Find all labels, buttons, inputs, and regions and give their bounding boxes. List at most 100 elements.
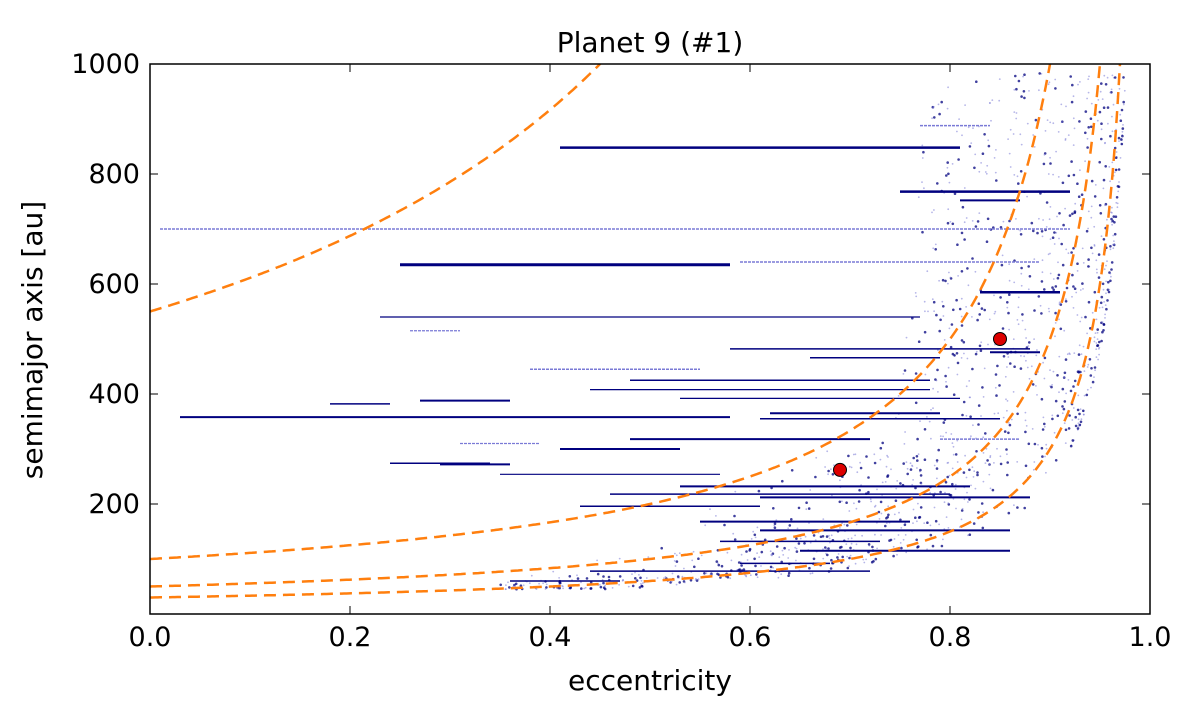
scatter-point [1058,391,1060,394]
scatter-point [795,550,799,553]
scatter-point [812,557,816,561]
scatter-point [805,501,808,505]
scatter-point [1027,345,1030,347]
x-tick-label: 0.6 [729,622,772,653]
scatter-point [1086,97,1088,100]
scatter-point [640,582,642,585]
scatter-point [960,315,963,318]
scatter-point [1042,162,1046,166]
scatter-point [1104,317,1106,319]
scatter-point [1027,265,1030,268]
scatter-point [1078,120,1081,123]
scatter-point [978,212,981,215]
scatter-point [970,435,972,438]
scatter-point [1104,83,1108,86]
scatter-point [958,307,962,311]
scatter-point [1102,329,1105,332]
scatter-point [1113,146,1117,150]
scatter-point [723,523,726,527]
scatter-point [1025,359,1027,362]
scatter-point [963,221,966,224]
scatter-point [1076,370,1080,374]
scatter-point [971,257,974,260]
scatter-point [1054,459,1058,462]
scatter-point [939,490,942,494]
x-tick-label: 0.0 [129,622,172,653]
scatter-point [1019,367,1023,370]
scatter-point [1020,355,1022,357]
scatter-point [1043,356,1047,360]
scatter-point [749,574,752,577]
scatter-point [1058,318,1060,321]
scatter-point [1080,316,1083,319]
scatter-point [930,437,932,440]
scatter-point [946,475,949,479]
scatter-point [1080,193,1084,196]
scatter-point [956,243,959,246]
scatter-point [972,476,975,478]
scatter-point [856,471,859,474]
scatter-point [1122,103,1125,106]
scatter-point [1107,280,1110,284]
scatter-point [678,581,681,584]
scatter-point [1033,258,1036,260]
scatter-point [982,396,985,398]
scatter-point [945,385,948,388]
scatter-point [942,435,944,438]
scatter-point [693,565,696,569]
perihelion-curve [150,64,1052,561]
scatter-point [746,559,749,561]
scatter-point [955,298,958,302]
scatter-point [994,310,997,313]
scatter-point [1030,365,1033,368]
scatter-point [954,483,957,486]
scatter-point [1111,115,1113,118]
scatter-point [993,157,996,159]
scatter-point [1090,367,1093,370]
scatter-point [986,459,989,462]
scatter-point [828,537,831,540]
scatter-point [936,182,939,185]
scatter-point [1100,137,1103,141]
scatter-point [1016,461,1019,463]
scatter-point [1008,293,1011,297]
scatter-point [1043,422,1046,426]
scatter-point [1037,295,1041,298]
scatter-point [1059,327,1063,331]
scatter-point [915,455,919,458]
scatter-point [778,556,781,559]
scatter-point [1006,400,1009,402]
scatter-point [1006,473,1009,477]
scatter-point [932,300,936,304]
scatter-point [1110,88,1113,91]
scatter-point [904,534,907,536]
scatter-point [968,468,971,472]
scatter-point [1101,321,1104,324]
scatter-point [921,230,924,234]
scatter-point [1024,464,1028,468]
scatter-point [1052,122,1055,125]
scatter-point [671,572,674,575]
scatter-point [839,527,841,529]
scatter-point [1013,504,1015,507]
scatter-point [535,588,538,590]
scatter-point [965,217,968,219]
scatter-point [938,112,941,116]
scatter-point [949,276,952,279]
scatter-point [939,435,942,437]
scatter-point [788,524,792,527]
scatter-point [730,559,733,562]
scatter-point [580,581,582,584]
scatter-point [1086,137,1089,140]
scatter-point [1017,182,1020,185]
scatter-point [873,453,876,456]
scatter-point [1082,288,1084,290]
scatter-point [507,581,509,584]
scatter-point [755,573,758,576]
scatter-point [926,521,929,524]
scatter-point [934,378,937,381]
scatter-point [1091,252,1094,255]
scatter-point [1047,83,1050,86]
scatter-point [958,118,960,120]
scatter-point [987,139,990,142]
